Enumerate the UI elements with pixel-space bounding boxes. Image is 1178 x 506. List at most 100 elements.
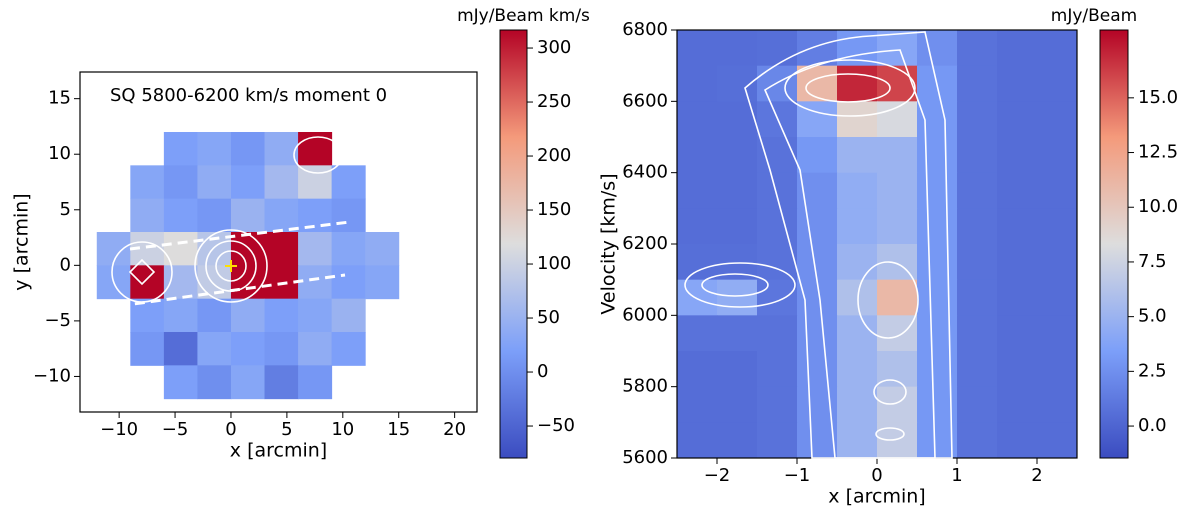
cell <box>997 101 1038 138</box>
cell <box>717 315 758 352</box>
cell <box>331 332 366 366</box>
overlay <box>111 31 953 459</box>
contour <box>805 73 891 103</box>
cell <box>837 172 878 209</box>
cell <box>797 315 838 352</box>
cell <box>331 232 366 266</box>
colorbar-tick-label: 5.0 <box>1138 306 1167 327</box>
cell <box>957 101 998 138</box>
colorbar-tick-label: 50 <box>537 307 560 328</box>
colorbar-tick-label: 250 <box>537 91 571 112</box>
y-tick-label: 6800 <box>622 19 668 40</box>
cell <box>957 172 998 209</box>
cell <box>837 208 878 245</box>
cell <box>797 351 838 388</box>
cell <box>957 279 998 316</box>
cell <box>197 132 232 166</box>
cell <box>957 137 998 174</box>
cell <box>230 265 266 300</box>
cell <box>331 165 366 200</box>
cell <box>757 422 798 458</box>
cell <box>230 298 266 333</box>
cell <box>717 279 758 316</box>
cell <box>298 198 333 233</box>
cell <box>917 30 958 67</box>
colorbar-tick-label: 100 <box>537 253 571 274</box>
y-tick-label: −5 <box>44 310 71 331</box>
contour <box>215 250 247 282</box>
cell <box>837 422 878 458</box>
cell <box>298 165 333 200</box>
dashed-line <box>129 220 351 251</box>
cell <box>230 232 266 266</box>
cell <box>877 386 918 423</box>
cell <box>797 30 838 67</box>
colorbar-tick-label: 200 <box>537 145 571 166</box>
cell <box>677 30 718 67</box>
cell <box>264 232 299 266</box>
y-axis-label: Velocity [km/s] <box>598 173 620 314</box>
cell <box>677 422 718 458</box>
contour <box>128 258 156 286</box>
colorbar-label: mJy/Beam <box>1051 6 1137 26</box>
colorbar-tick-label: 150 <box>537 199 571 220</box>
cell <box>130 265 165 300</box>
x-tick-label: −2 <box>704 465 731 486</box>
cell <box>957 386 998 423</box>
cell <box>1037 101 1077 138</box>
cell <box>298 365 333 400</box>
cell <box>877 422 918 458</box>
colorbar <box>499 29 528 459</box>
cell <box>264 198 299 233</box>
cell <box>197 165 232 200</box>
contour <box>701 273 769 297</box>
cell <box>877 30 918 67</box>
cell <box>1037 208 1077 245</box>
cell <box>677 386 718 423</box>
cell <box>365 265 400 300</box>
cell <box>1037 65 1077 102</box>
cell <box>264 332 299 366</box>
cell <box>1037 422 1077 458</box>
cell <box>163 332 198 366</box>
cell <box>130 165 165 200</box>
y-tick-label: 5800 <box>622 376 668 397</box>
cell <box>757 137 798 174</box>
heatmap <box>96 132 400 400</box>
heatmap <box>677 30 1077 458</box>
contour <box>873 379 907 405</box>
dashed-line <box>118 273 346 308</box>
cell <box>877 208 918 245</box>
contour <box>784 59 916 117</box>
cell <box>717 30 758 67</box>
cell <box>997 137 1038 174</box>
cell <box>877 172 918 209</box>
cell <box>877 279 918 316</box>
cell <box>837 137 878 174</box>
cell <box>917 351 958 388</box>
center-marker <box>225 260 237 272</box>
colorbar-tick-label: 0.0 <box>1138 415 1167 436</box>
y-tick-label: 6400 <box>622 162 668 183</box>
contour <box>763 49 936 459</box>
colorbar-tick-label: 0 <box>537 361 548 382</box>
cell <box>677 279 718 316</box>
cell <box>717 208 758 245</box>
y-tick-label: 6200 <box>622 233 668 254</box>
cell <box>917 279 958 316</box>
colorbar-tick-label: 15.0 <box>1138 87 1178 108</box>
y-tick-label: 5600 <box>622 447 668 468</box>
cell <box>1037 279 1077 316</box>
cell <box>1037 386 1077 423</box>
y-tick-label: 0 <box>60 254 71 275</box>
y-tick-label: 6600 <box>622 90 668 111</box>
cell <box>677 101 718 138</box>
contour <box>684 262 796 308</box>
cell <box>797 422 838 458</box>
cell <box>197 298 232 333</box>
cell <box>997 244 1038 281</box>
colorbar-tick-label: 12.5 <box>1138 142 1178 163</box>
cell <box>677 208 718 245</box>
cell <box>163 165 198 200</box>
cell <box>298 332 333 366</box>
